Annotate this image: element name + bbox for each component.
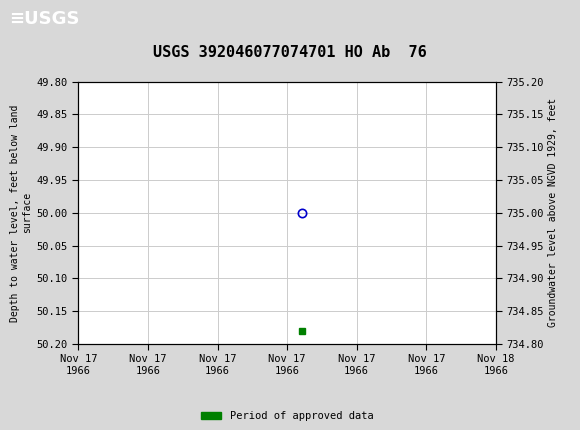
Y-axis label: Groundwater level above NGVD 1929, feet: Groundwater level above NGVD 1929, feet xyxy=(548,98,558,327)
Text: USGS 392046077074701 HO Ab  76: USGS 392046077074701 HO Ab 76 xyxy=(153,45,427,60)
Legend: Period of approved data: Period of approved data xyxy=(197,407,378,425)
Y-axis label: Depth to water level, feet below land
surface: Depth to water level, feet below land su… xyxy=(10,104,32,322)
Text: ≡USGS: ≡USGS xyxy=(9,10,79,28)
